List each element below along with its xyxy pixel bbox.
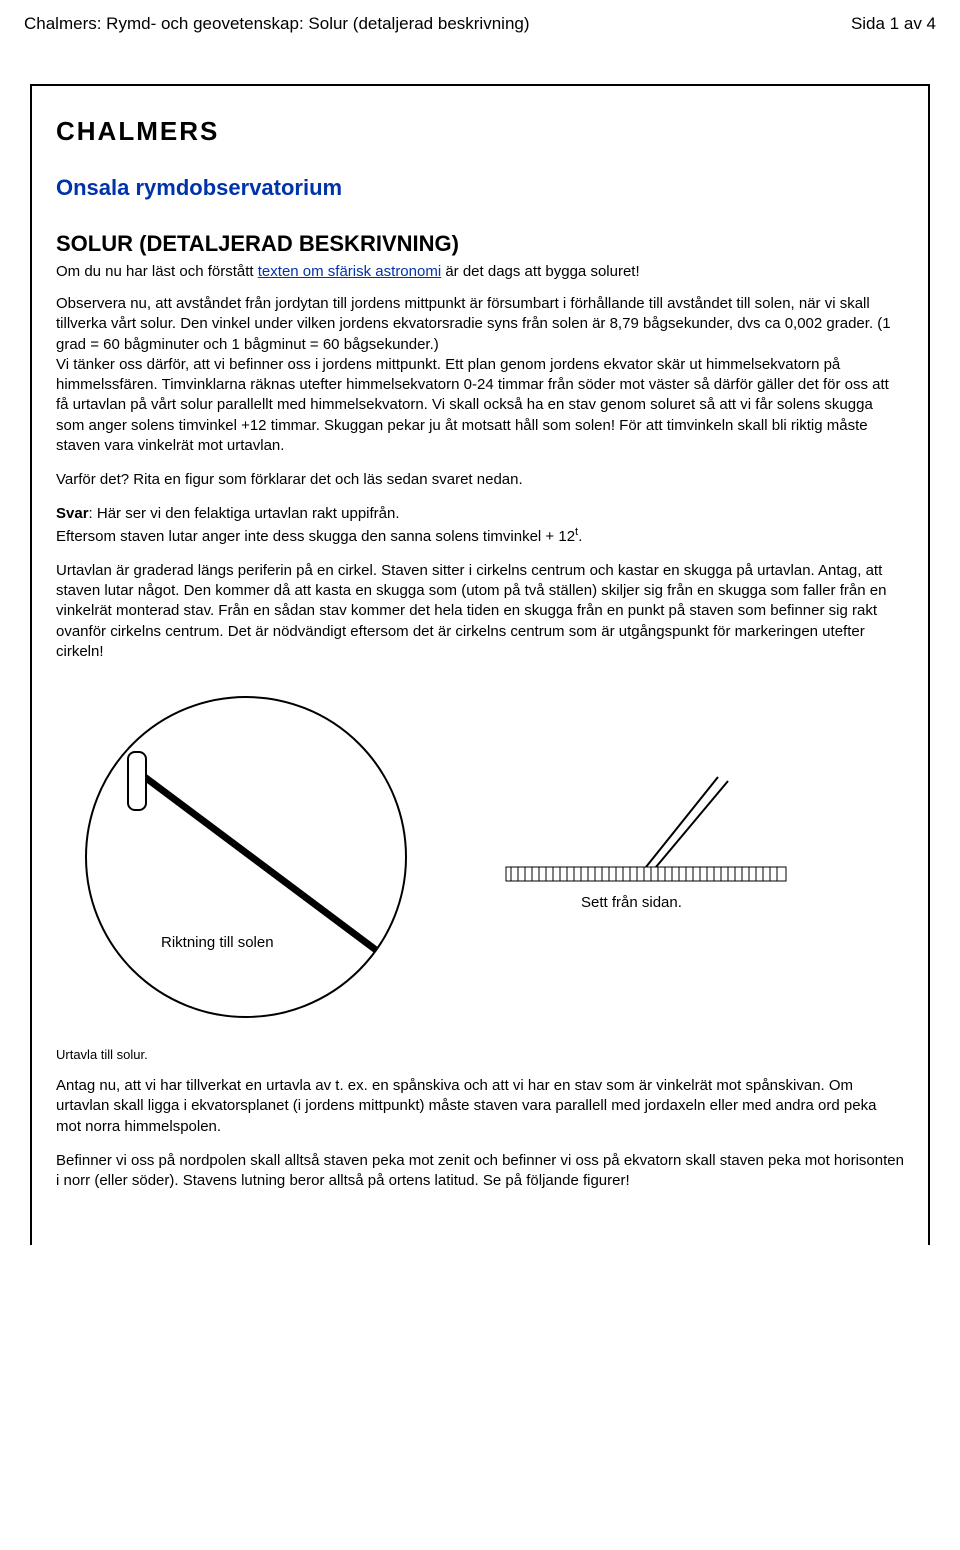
diagram-left: Riktning till solen: [56, 687, 436, 1027]
paragraph-1: Observera nu, att avståndet från jordyta…: [56, 294, 904, 456]
shadow-line: [142, 775, 376, 950]
svar-line2-prefix: Eftersom staven lutar anger inte dess sk…: [56, 528, 575, 545]
svar-bold: Svar: [56, 505, 89, 522]
intro-suffix: är det dags att bygga soluret!: [441, 263, 639, 280]
paragraph-2: Varför det? Rita en figur som förklarar …: [56, 470, 904, 490]
paragraph-4: Antag nu, att vi har tillverkat en urtav…: [56, 1076, 904, 1137]
svar-line2-suffix: .: [578, 528, 582, 545]
header-right: Sida 1 av 4: [851, 14, 936, 34]
paragraph-3: Urtavlan är graderad längs periferin på …: [56, 561, 904, 662]
diagram-label-right: Sett från sidan.: [581, 894, 682, 911]
content-frame: CHALMERS Onsala rymdobservatorium SOLUR …: [30, 84, 930, 1245]
intro-link[interactable]: texten om sfärisk astronomi: [258, 263, 441, 280]
figure-caption: Urtavla till solur.: [56, 1047, 904, 1062]
logo-text: CHALMERS: [56, 116, 219, 146]
sub-heading: Onsala rymdobservatorium: [56, 175, 904, 201]
diagram-container: Riktning till solen: [56, 687, 904, 1027]
diagram-right: Sett från sidan.: [486, 757, 846, 957]
page-header: Chalmers: Rymd- och geovetenskap: Solur …: [0, 0, 960, 44]
main-heading: SOLUR (DETALJERAD BESKRIVNING): [56, 231, 904, 257]
intro-line: Om du nu har läst och förstått texten om…: [56, 263, 904, 280]
hatched-base: [506, 867, 786, 881]
stav-side-icon: [646, 777, 728, 867]
diagram-label-left: Riktning till solen: [161, 934, 274, 951]
svar-line1: : Här ser vi den felaktiga urtavlan rakt…: [89, 505, 400, 522]
paragraph-5: Befinner vi oss på nordpolen skall allts…: [56, 1151, 904, 1192]
svar-block: Svar: Här ser vi den felaktiga urtavlan …: [56, 504, 904, 547]
logo: CHALMERS: [56, 116, 904, 147]
stav-icon: [128, 752, 146, 810]
intro-prefix: Om du nu har läst och förstått: [56, 263, 258, 280]
header-left: Chalmers: Rymd- och geovetenskap: Solur …: [24, 14, 530, 34]
